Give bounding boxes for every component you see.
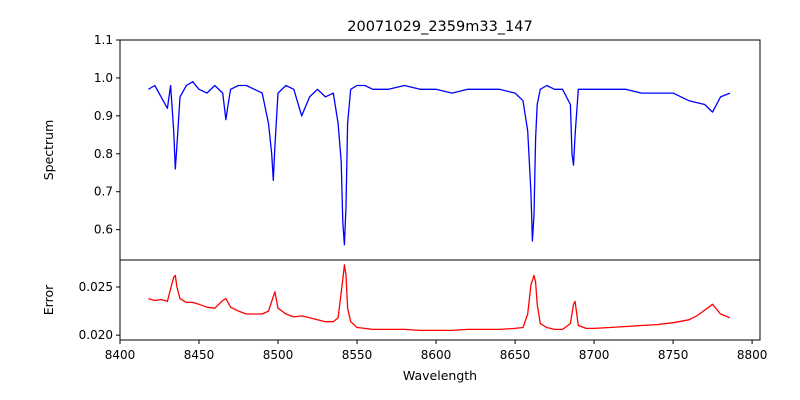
error-panel: 0.020 0.025 8400 8450 8500 8550 8600 8650 8700 87… — [41, 259, 768, 383]
spectrum-y-label: Spectrum — [41, 120, 56, 181]
error-line — [148, 264, 731, 332]
spectrum-series — [148, 81, 731, 246]
x-tick-label: 8400 — [105, 348, 136, 362]
wavelength-x-label: Wavelength — [403, 368, 477, 383]
error-y-tick-label: 0.020 — [79, 328, 113, 342]
spectrum-y-tick-label: 1.0 — [94, 71, 113, 85]
x-tick-label: 8550 — [342, 348, 373, 362]
error-series — [148, 264, 731, 332]
spectrum-line — [148, 81, 731, 246]
chart-title: 20071029_2359m33_147 — [347, 19, 532, 35]
error-axes: 0.020 0.025 8400 8450 8500 8550 8600 8650 8700 87… — [79, 280, 768, 362]
error-y-tick-label: 0.025 — [79, 280, 113, 294]
error-plot-frame — [119, 259, 761, 341]
spectrum-y-tick-label: 0.9 — [94, 109, 113, 123]
x-tick-label: 8450 — [184, 348, 215, 362]
x-tick-label: 8600 — [421, 348, 452, 362]
spectrum-y-tick-label: 0.8 — [94, 147, 113, 161]
error-y-label: Error — [41, 284, 56, 315]
spectrum-y-tick-label: 0.7 — [94, 185, 113, 199]
x-tick-label: 8800 — [737, 348, 768, 362]
x-tick-label: 8650 — [500, 348, 531, 362]
spectrum-y-axis: 0.6 0.7 0.8 0.9 1.0 1.1 — [94, 33, 120, 237]
spectrum-y-tick-label: 1.1 — [94, 33, 113, 47]
x-tick-label: 8750 — [658, 348, 689, 362]
x-tick-label: 8500 — [263, 348, 294, 362]
spectrum-y-tick-label: 0.6 — [94, 223, 113, 237]
x-tick-label: 8700 — [579, 348, 610, 362]
